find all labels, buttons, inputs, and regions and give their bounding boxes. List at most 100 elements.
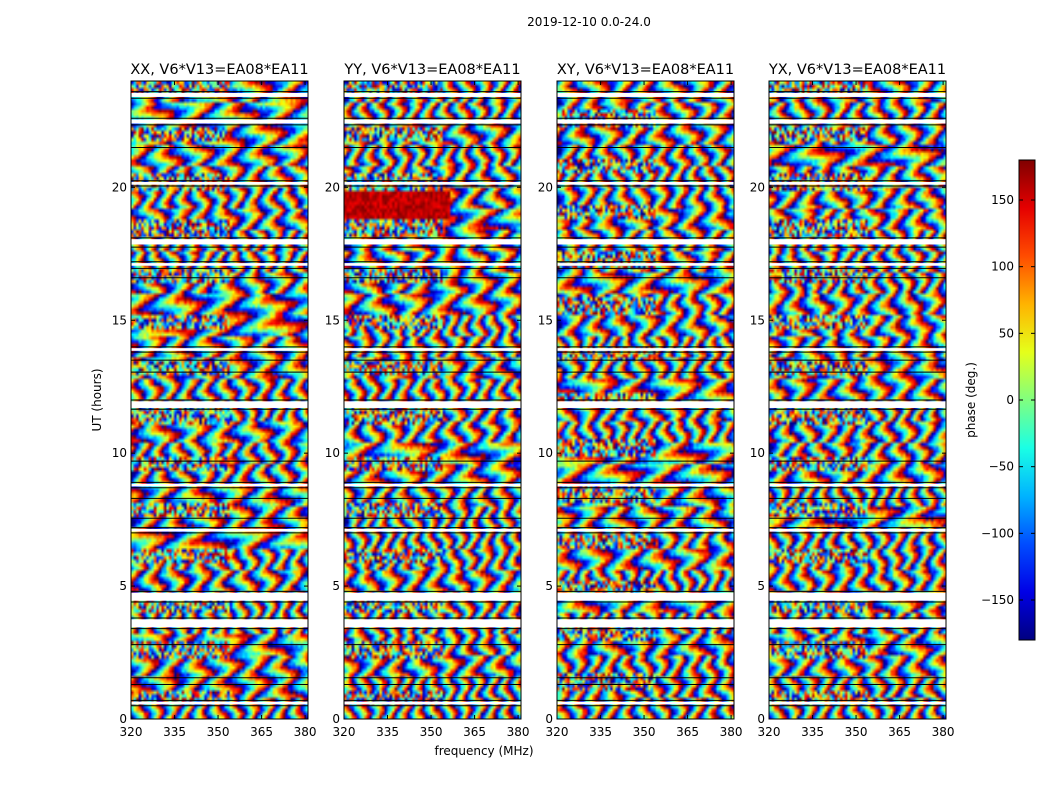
x-tick-label: 350 <box>420 725 443 739</box>
flagged-band <box>557 619 734 628</box>
flagged-band <box>344 619 521 628</box>
flagged-band <box>769 401 946 408</box>
x-tick-label: 365 <box>888 725 911 739</box>
flagged-band <box>344 592 521 601</box>
flagged-band <box>131 239 308 245</box>
panel-frame <box>343 80 522 720</box>
flagged-band <box>769 619 946 628</box>
x-tick-label: 365 <box>250 725 273 739</box>
x-tick-label: 335 <box>801 725 824 739</box>
x-tick-label: 320 <box>120 725 143 739</box>
flagged-band <box>344 348 521 351</box>
y-tick-label: 15 <box>750 313 765 327</box>
flagged-band <box>344 92 521 97</box>
flagged-band <box>344 401 521 408</box>
x-tick-label: 380 <box>294 725 317 739</box>
y-tick-label: 0 <box>332 712 340 726</box>
colorbar-tick-label: 0 <box>1006 393 1014 407</box>
flagged-band <box>557 92 734 97</box>
y-tick-label: 20 <box>325 180 340 194</box>
flagged-band <box>131 483 308 487</box>
flagged-band <box>131 348 308 351</box>
y-tick-label: 5 <box>119 579 127 593</box>
y-tick-label: 5 <box>545 579 553 593</box>
flagged-band <box>557 483 734 487</box>
y-tick-label: 10 <box>750 446 765 460</box>
flagged-band <box>131 92 308 97</box>
flagged-band <box>557 182 734 185</box>
panel-2: YY, V6*V13=EA08*EA11 320 335 350 365 380 0 5 10 1… <box>325 62 530 739</box>
flagged-band <box>769 119 946 124</box>
flagged-band <box>557 119 734 124</box>
flagged-band <box>131 182 308 185</box>
y-tick-label: 10 <box>112 446 127 460</box>
flagged-band <box>769 182 946 185</box>
panel-4: YX, V6*V13=EA08*EA11 320 335 350 365 380 0 5 10 1… <box>750 62 955 739</box>
y-tick-label: 20 <box>112 180 127 194</box>
flagged-band <box>769 92 946 97</box>
flagged-band <box>557 592 734 601</box>
x-tick-label: 335 <box>163 725 186 739</box>
panel-3: XY, V6*V13=EA08*EA11 320 335 350 365 380 0 5 10 1… <box>538 62 743 739</box>
flagged-band <box>557 701 734 705</box>
flagged-band <box>557 239 734 245</box>
flagged-band <box>344 701 521 705</box>
figure-title: 2019-12-10 0.0-24.0 <box>527 15 651 29</box>
x-tick-label: 320 <box>546 725 569 739</box>
flagged-band <box>131 528 308 532</box>
flagged-band <box>344 119 521 124</box>
panel-1: XX, V6*V13=EA08*EA11 320 335 350 365 380 0 5 10 1… <box>112 62 317 739</box>
flagged-band <box>557 348 734 351</box>
colorbar-tick-label: −100 <box>981 526 1014 540</box>
panel-title: YX, V6*V13=EA08*EA11 <box>768 62 946 78</box>
flagged-band <box>131 401 308 408</box>
x-axis-label: frequency (MHz) <box>434 744 533 758</box>
x-tick-label: 320 <box>333 725 356 739</box>
x-tick-label: 335 <box>589 725 612 739</box>
flagged-band <box>344 239 521 245</box>
panels: XX, V6*V13=EA08*EA11 320 335 350 365 380 0 5 10 1… <box>112 62 955 739</box>
flagged-band <box>131 119 308 124</box>
flagged-band <box>344 483 521 487</box>
colorbar-tick-label: −50 <box>989 460 1014 474</box>
x-tick-label: 350 <box>207 725 230 739</box>
flagged-band <box>131 592 308 601</box>
panel-title: YY, V6*V13=EA08*EA11 <box>343 62 520 78</box>
flagged-band <box>344 528 521 532</box>
panel-frame <box>130 80 309 720</box>
panel-title: XX, V6*V13=EA08*EA11 <box>130 62 308 78</box>
x-tick-label: 320 <box>758 725 781 739</box>
panel-frame <box>556 80 735 720</box>
flagged-band <box>344 263 521 266</box>
y-tick-label: 15 <box>112 313 127 327</box>
colorbar-tick-label: 150 <box>991 193 1014 207</box>
panel-frame <box>768 80 947 720</box>
x-tick-label: 350 <box>845 725 868 739</box>
colorbar-tick-label: −150 <box>981 593 1014 607</box>
flagged-band <box>769 239 946 245</box>
y-axis-label: UT (hours) <box>90 368 104 431</box>
y-tick-label: 20 <box>538 180 553 194</box>
y-tick-label: 0 <box>757 712 765 726</box>
colorbar-tick-label: 100 <box>991 260 1014 274</box>
y-tick-label: 15 <box>538 313 553 327</box>
panel-title: XY, V6*V13=EA08*EA11 <box>557 62 734 78</box>
x-tick-label: 380 <box>720 725 743 739</box>
flagged-band <box>769 348 946 351</box>
y-tick-label: 20 <box>750 180 765 194</box>
flagged-band <box>769 592 946 601</box>
x-tick-label: 380 <box>507 725 530 739</box>
flagged-band <box>769 701 946 705</box>
x-tick-label: 365 <box>676 725 699 739</box>
flagged-band <box>769 263 946 266</box>
flagged-band <box>131 619 308 628</box>
flagged-band <box>344 182 521 185</box>
flagged-band <box>557 401 734 408</box>
flagged-band <box>131 701 308 705</box>
colorbar: 150 100 50 0 −50 −100 −150 <box>981 159 1036 641</box>
x-tick-label: 365 <box>463 725 486 739</box>
flagged-band <box>769 483 946 487</box>
y-tick-label: 0 <box>545 712 553 726</box>
flagged-band <box>557 263 734 266</box>
colorbar-tick-label: 50 <box>999 326 1014 340</box>
